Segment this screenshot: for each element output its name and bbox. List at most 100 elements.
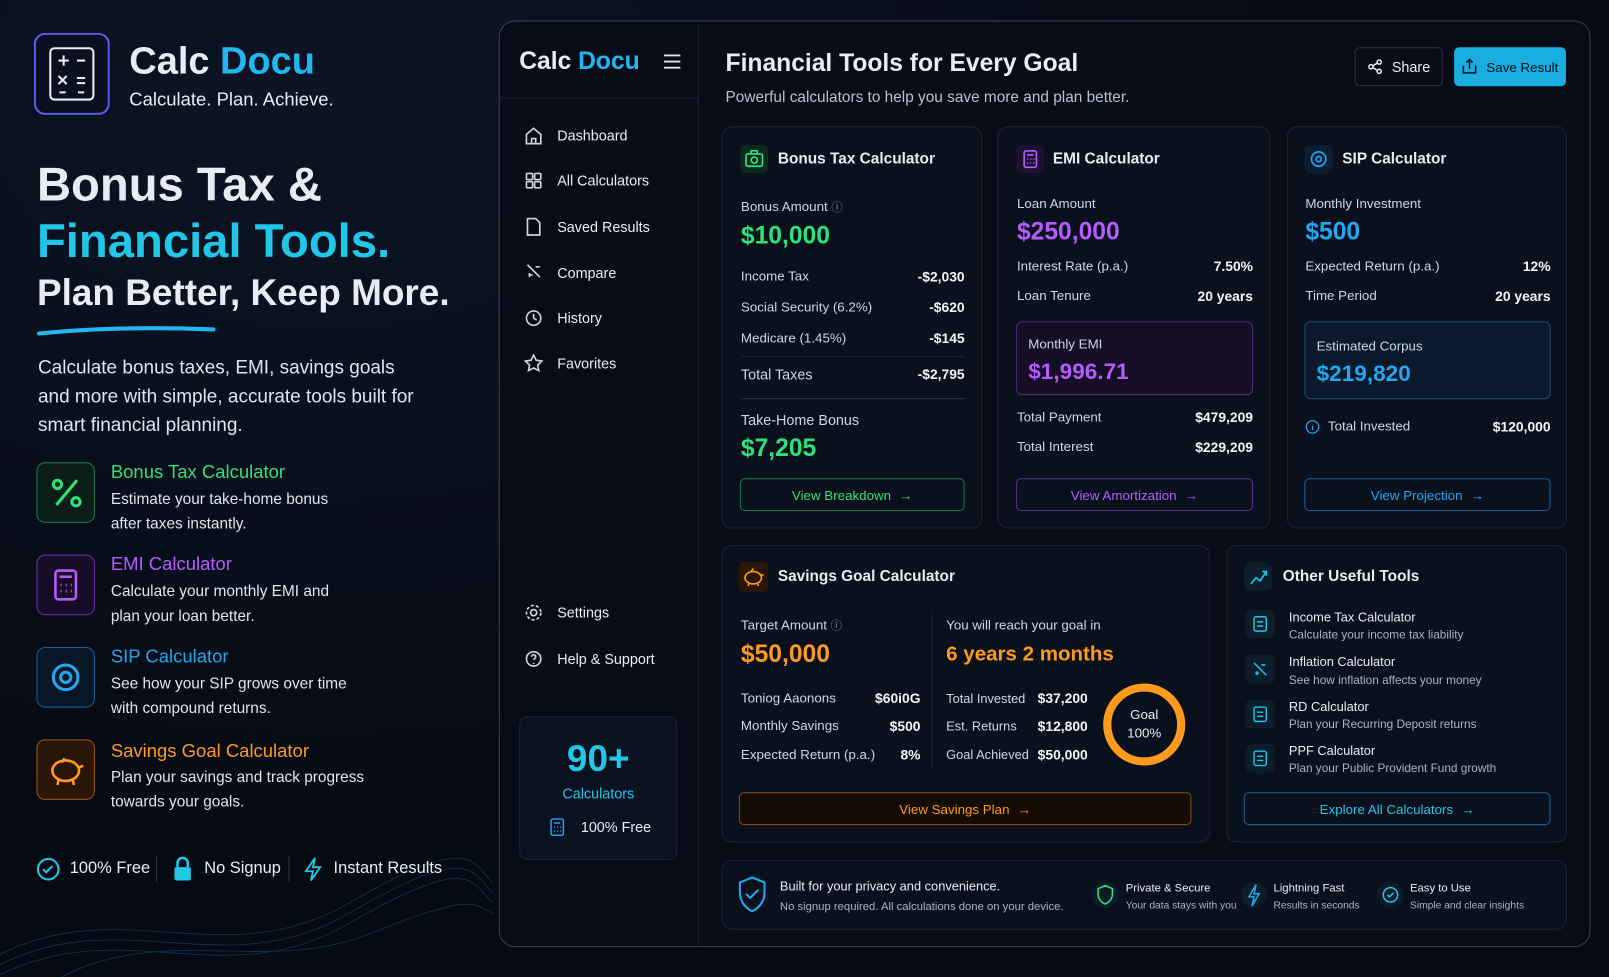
row-value: 20 years [1495, 288, 1551, 305]
card-icon [1244, 562, 1272, 591]
card-title: EMI Calculator [1052, 150, 1160, 168]
row-label: Total Taxes [740, 366, 813, 383]
feature-description: Calculate your monthly EMI and plan your… [110, 582, 330, 625]
result-box [1015, 321, 1253, 396]
row-value: $479,209 [1195, 409, 1253, 426]
arrow: → [1184, 486, 1199, 503]
nav-icons [523, 127, 544, 373]
row-label: Total Invested [946, 691, 1026, 706]
promo-note: 100% Free [580, 818, 652, 836]
tool-title: RD Calculator [1288, 699, 1369, 715]
button-label: View Projection [1370, 486, 1463, 503]
promo-count: 90+ [566, 737, 630, 780]
row-value: $37,200 [1037, 690, 1088, 707]
page-title: Financial Tools for Every Goal [725, 49, 1079, 78]
row-value: $12,800 [1037, 718, 1088, 734]
button-label: View Savings Plan [899, 800, 1010, 817]
nav-item[interactable]: Help & Support [557, 650, 655, 667]
nav-item[interactable]: Favorites [557, 355, 617, 372]
row-label: Time Period [1305, 287, 1377, 304]
field-label-text: Target Amount [740, 617, 827, 633]
separator [740, 398, 965, 400]
row-value: 7.50% [1213, 258, 1253, 275]
card-title: Savings Goal Calculator [777, 567, 955, 586]
card-button[interactable]: View Amortization → [1015, 478, 1253, 512]
nav-item[interactable]: Settings [557, 604, 610, 621]
nav-item[interactable]: Saved Results [557, 218, 650, 235]
badge-icon [36, 857, 60, 881]
row-value: 8% [900, 747, 921, 763]
row-value: -$2,030 [917, 269, 965, 285]
field-label: Monthly Investment [1305, 195, 1421, 211]
row-label: Monthly Savings [740, 717, 839, 734]
row-value: -$145 [929, 330, 965, 347]
field-value: $250,000 [1016, 217, 1120, 246]
card-title: Bonus Tax Calculator [777, 150, 935, 168]
feature-title: SIP Calculator [110, 646, 229, 667]
save-label: Save Result [1486, 59, 1559, 75]
footer-item-description: Results in seconds [1273, 900, 1360, 912]
badge: 100% Free [69, 859, 151, 878]
hero-line: Bonus Tax & [36, 157, 322, 211]
card-icon [740, 145, 769, 173]
field-value: $50,000 [740, 640, 830, 669]
feature-icon [36, 739, 95, 800]
result-value: $1,996.71 [1028, 358, 1129, 385]
arrow: → [1017, 800, 1032, 817]
nav-item[interactable]: Dashboard [557, 127, 628, 144]
feature-icon [36, 647, 95, 708]
feature-title: Bonus Tax Calculator [110, 461, 286, 482]
field-label: Bonus Amount ⓘ [741, 199, 843, 215]
result-label: You will reach your goal in [946, 617, 1101, 633]
feature-description: Estimate your take-home bonus after taxe… [110, 490, 329, 533]
tool-title: Income Tax Calculator [1288, 610, 1416, 625]
feature-description: See how your SIP grows over time with co… [110, 675, 347, 718]
tool-title: Inflation Calculator [1288, 654, 1396, 669]
menu-button[interactable] [663, 53, 681, 69]
feature-icon [36, 462, 95, 523]
badge-icon [304, 857, 322, 882]
badge: No Signup [204, 859, 281, 878]
tool-description: Calculate your income tax liability [1288, 629, 1464, 642]
row-value: $60i0G [875, 690, 921, 707]
footer-item-title: Private & Secure [1125, 882, 1211, 895]
sidebar-divider [697, 21, 699, 947]
footer-strip [721, 859, 1568, 930]
row-value: $50,000 [1037, 747, 1088, 763]
nav-item[interactable]: History [557, 309, 602, 327]
share-label: Share [1391, 58, 1431, 75]
nav-item[interactable]: All Calculators [557, 172, 650, 189]
card-button[interactable]: View Breakdown → [739, 478, 965, 512]
card-button[interactable]: View Savings Plan → [738, 792, 1192, 826]
card-button[interactable]: Explore All Calculators → [1243, 792, 1551, 826]
tool-icons [1245, 609, 1275, 773]
arrow: → [1470, 486, 1485, 503]
share-button[interactable]: Share [1354, 47, 1443, 87]
promo-label: Calculators [562, 784, 635, 802]
tool-description: Plan your Recurring Deposit returns [1288, 718, 1477, 732]
footer-icon [1091, 881, 1119, 909]
result-value: $219,820 [1316, 360, 1411, 387]
arrow: → [899, 486, 913, 503]
decor-waves [0, 857, 493, 977]
feature-icon [36, 554, 95, 616]
nav-icons [525, 604, 542, 667]
nav-item[interactable]: Compare [557, 264, 617, 282]
row-label: Interest Rate (p.a.) [1016, 258, 1129, 274]
footer-item-title: Easy to Use [1409, 882, 1471, 895]
footer-title: Built for your privacy and convenience. [779, 879, 1001, 894]
row-label: Total Payment [1016, 408, 1102, 425]
row-label: Social Security (6.2%) [740, 299, 873, 315]
save-icon [1463, 58, 1477, 74]
row-label: Medicare (1.45%) [740, 329, 847, 346]
save-button[interactable]: Save Result [1454, 47, 1566, 87]
button-label: View Breakdown [791, 486, 892, 503]
button-label: View Amortization [1070, 486, 1177, 503]
card-button[interactable]: View Projection → [1304, 478, 1551, 512]
share-icon [1368, 59, 1383, 75]
card-icon [1016, 145, 1045, 173]
footer-item-title: Lightning Fast [1273, 882, 1345, 895]
row-label: Est. Returns [946, 719, 1017, 734]
row-label: Income Tax [740, 268, 809, 284]
